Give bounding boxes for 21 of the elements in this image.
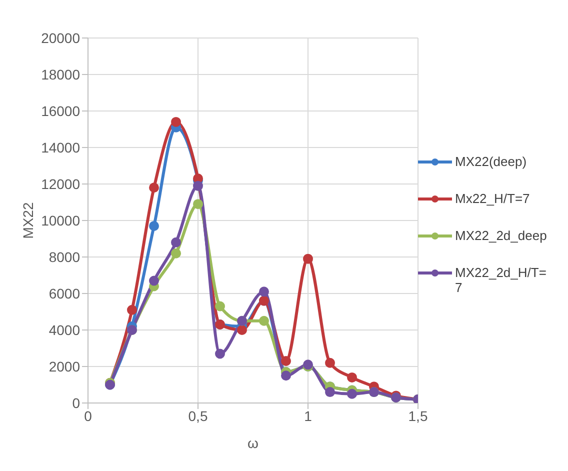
y-tick-label: 20000 [41,30,80,46]
y-tick-label: 2000 [48,358,80,374]
y-tick-label: 18000 [41,66,80,82]
y-axis-title: MX22 [20,202,36,239]
x-tick-label: 1 [304,408,312,424]
x-axis-title: ω [248,435,259,451]
y-tick-label: 12000 [41,176,80,192]
x-tick-label: 0,5 [188,408,208,424]
y-tick-label: 10000 [41,212,80,228]
y-tick-label: 16000 [41,102,80,119]
y-tick-label: 6000 [48,285,80,302]
x-tick-label: 1,5 [408,408,428,424]
y-tick-label: 0 [72,394,80,411]
legend-label: MX22(deep) [455,154,527,169]
legend-label: MX22_2d_H/T=7 [455,265,548,295]
legend-label: MX22_2d_deep [455,228,547,243]
y-tick-label: 8000 [48,248,80,265]
y-tick-label: 4000 [48,322,80,338]
legend-label: Mx22_H/T=7 [455,191,530,206]
x-tick-label: 0 [84,408,92,424]
y-tick-label: 14000 [41,139,80,156]
